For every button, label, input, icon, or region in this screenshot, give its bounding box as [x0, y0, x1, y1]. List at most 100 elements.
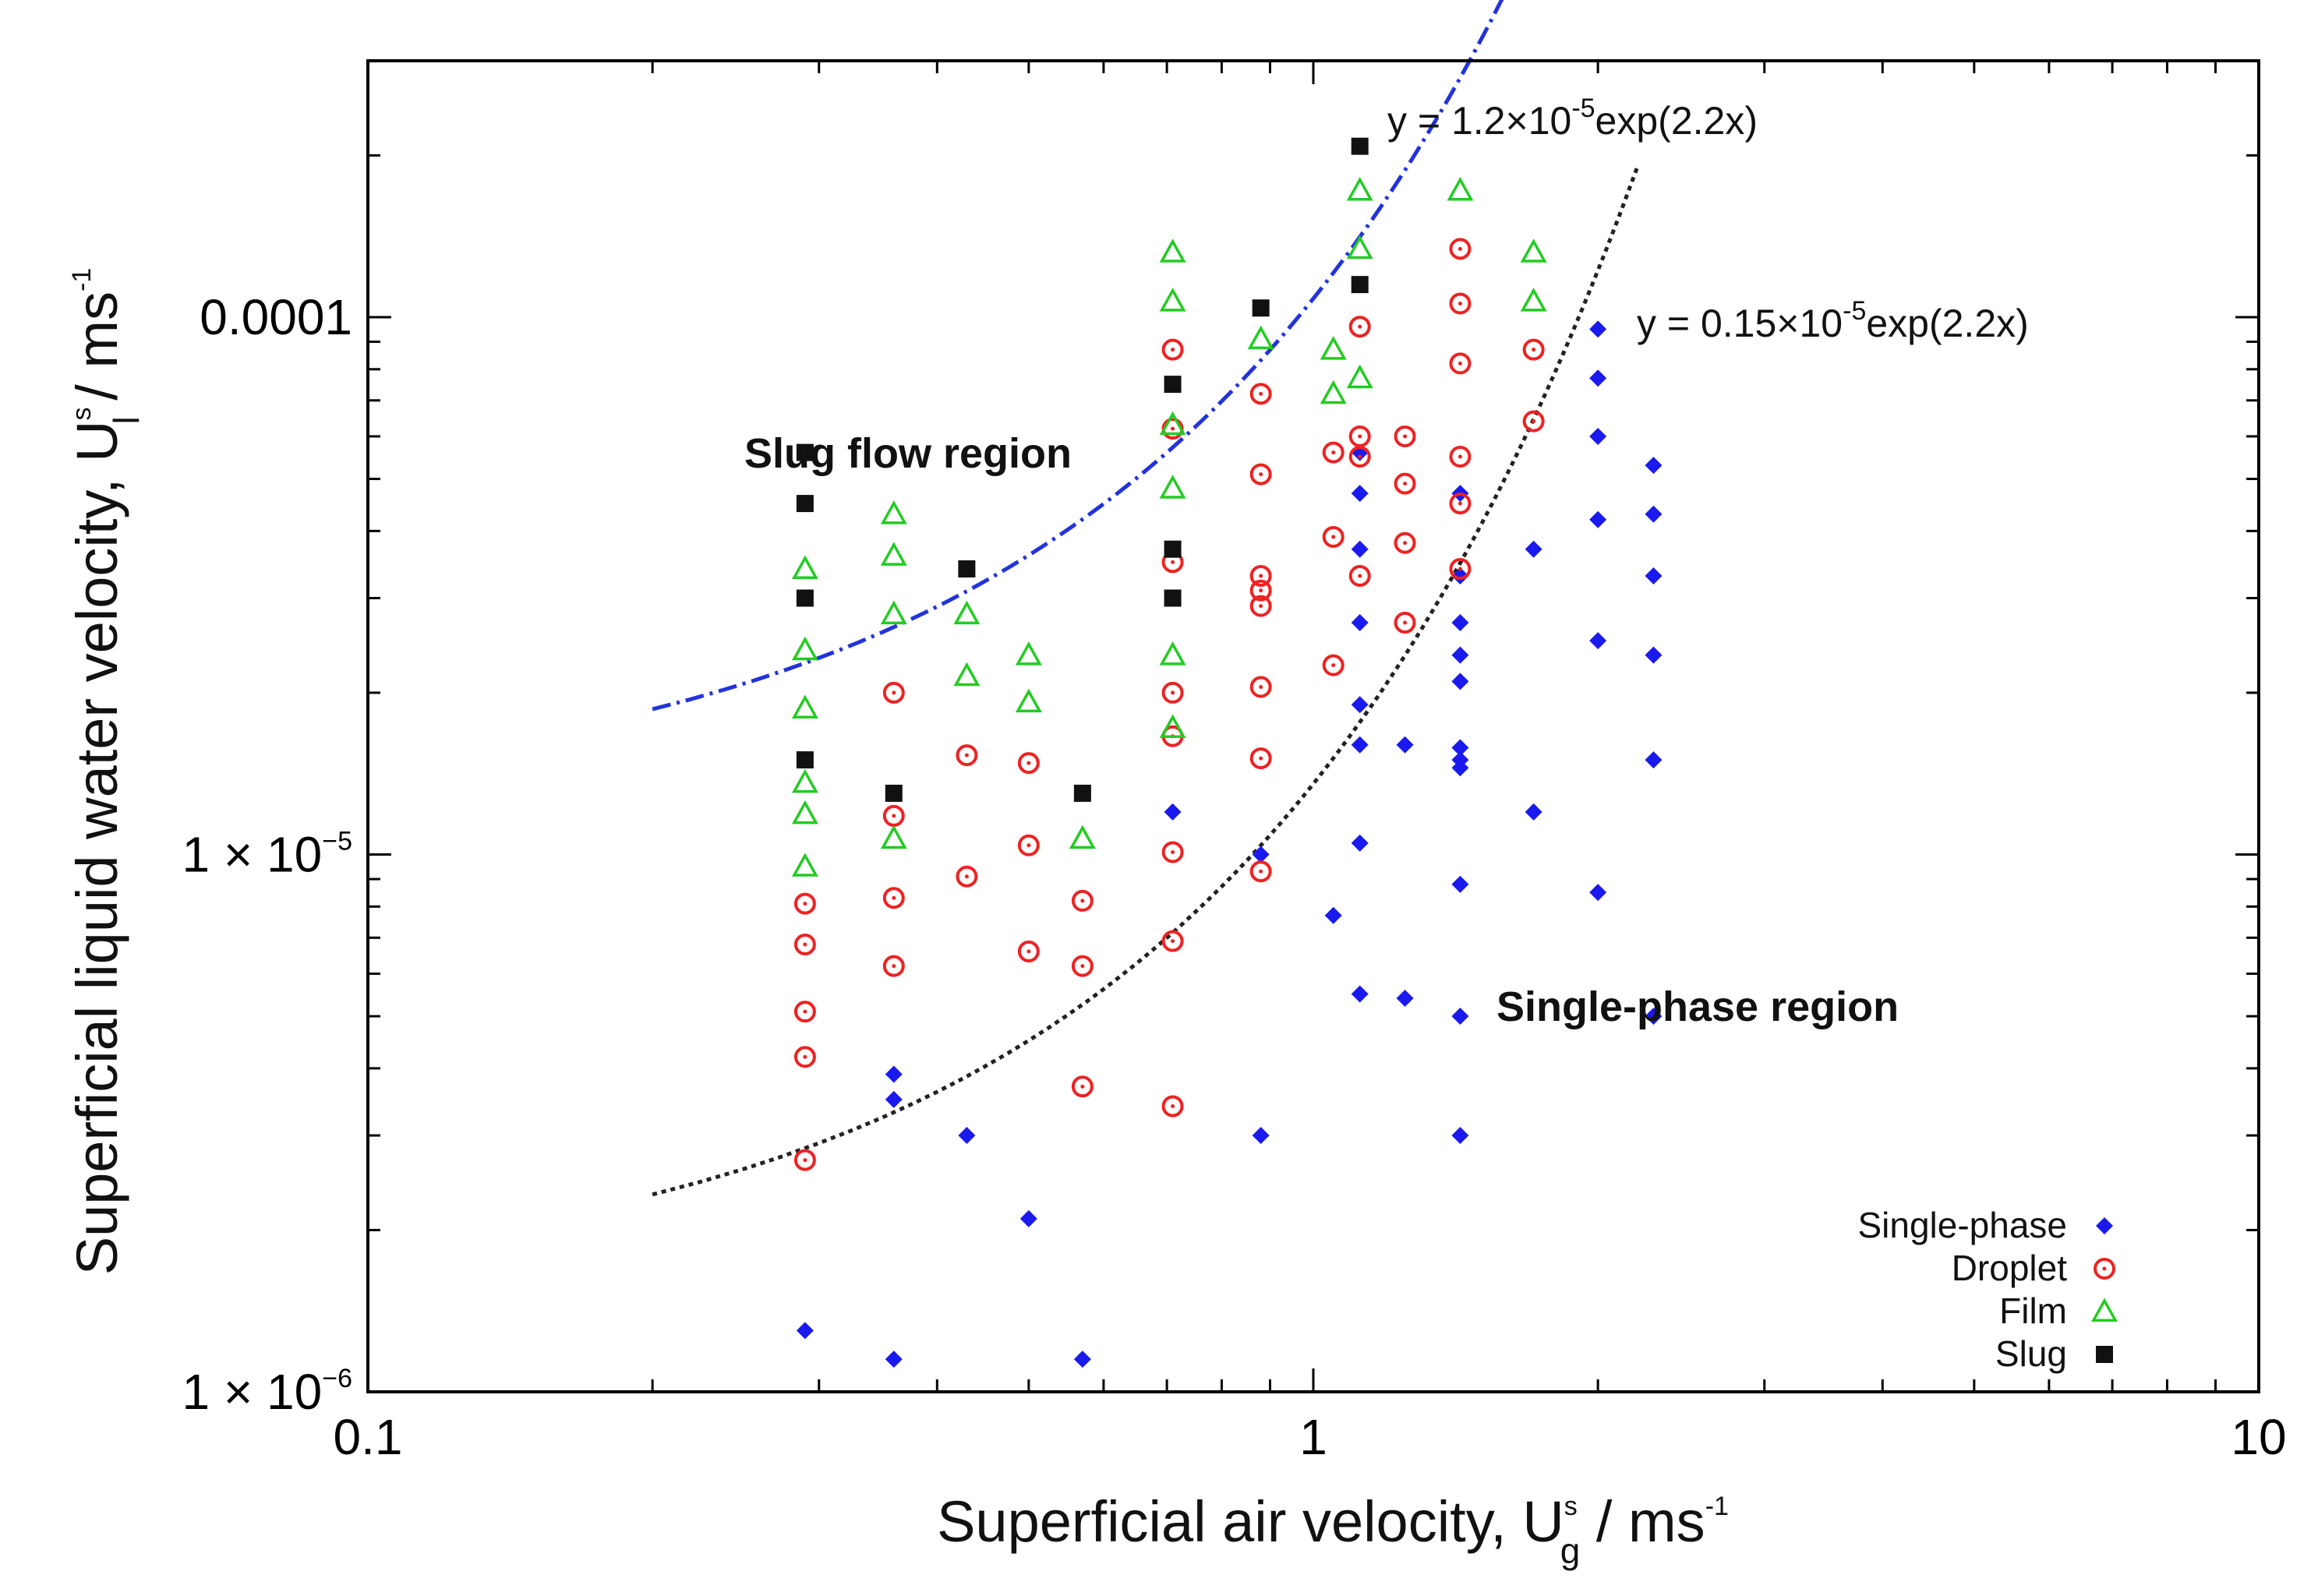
- droplet-point-dot: [1080, 899, 1085, 903]
- droplet-point-dot: [1259, 756, 1263, 761]
- single-phase-point: [1351, 736, 1369, 754]
- droplet-point-dot: [1259, 574, 1263, 578]
- single-phase-point: [885, 1065, 903, 1083]
- single-phase-point: [1351, 834, 1369, 852]
- droplet-point-dot: [892, 690, 896, 695]
- droplet-point-dot: [1358, 434, 1362, 439]
- film-point: [1520, 238, 1547, 263]
- droplet-point-dot: [1458, 302, 1462, 306]
- y-tick-label: 1 × 10−5: [182, 826, 352, 882]
- film-point: [1159, 714, 1186, 739]
- film-point: [791, 853, 818, 877]
- single-phase-point: [1396, 736, 1414, 754]
- droplet-point-dot: [1259, 604, 1263, 609]
- single-phase-point: [1645, 751, 1663, 769]
- film-point: [1346, 364, 1373, 389]
- droplet-point-dot: [1259, 588, 1263, 593]
- single-phase-point: [1019, 1209, 1037, 1227]
- data-points: [791, 137, 1663, 1368]
- y-tick-label: 0.0001: [200, 289, 352, 345]
- single-phase-region-label: Single-phase region: [1496, 983, 1899, 1030]
- film-point: [953, 600, 981, 625]
- droplet-point: [1449, 352, 1472, 375]
- x-tick-label: 1: [1299, 1409, 1327, 1465]
- droplet-point: [1322, 525, 1345, 548]
- droplet-point: [793, 1046, 816, 1068]
- droplet-point: [1071, 1075, 1094, 1098]
- droplet-point: [1449, 446, 1472, 468]
- droplet-point: [1161, 1095, 1184, 1118]
- single-phase-point: [1164, 803, 1182, 821]
- single-phase-point: [1396, 990, 1414, 1008]
- legend-label-single-phase: Single-phase: [1857, 1205, 2067, 1245]
- droplet-point-dot: [1026, 843, 1031, 848]
- single-phase-point: [1451, 1008, 1469, 1026]
- slug-point: [1252, 299, 1270, 317]
- droplet-point-dot: [1259, 685, 1263, 690]
- droplet-point: [956, 744, 978, 767]
- film-point: [1015, 641, 1042, 666]
- droplet-point-dot: [1358, 324, 1362, 329]
- droplet-point-dot: [1358, 454, 1362, 459]
- legend-marker-single-phase: [2096, 1217, 2113, 1234]
- droplet-point: [1161, 681, 1184, 704]
- film-point: [1159, 288, 1186, 312]
- single-phase-point: [1324, 906, 1342, 924]
- slug-point: [1351, 137, 1369, 155]
- single-phase-point: [1525, 540, 1542, 558]
- y-tick-exponent: −6: [322, 1364, 352, 1393]
- droplet-point: [1449, 292, 1472, 315]
- droplet-point-dot: [803, 1054, 807, 1059]
- single-phase-point: [1351, 540, 1369, 558]
- legend-marker-droplet: [2094, 1258, 2115, 1280]
- legend-markers: [2091, 1217, 2118, 1363]
- droplet-point: [1522, 410, 1545, 433]
- droplet-point: [1322, 441, 1345, 464]
- film-point: [1247, 325, 1274, 350]
- single-phase-point: [1451, 614, 1469, 632]
- film-point: [880, 542, 907, 566]
- single-phase-point: [1589, 427, 1607, 445]
- droplet-point: [793, 1149, 816, 1171]
- droplet-point: [1348, 446, 1371, 468]
- slug-point: [796, 443, 814, 461]
- droplet-point-dot: [1171, 939, 1175, 944]
- droplet-point-dot: [1458, 361, 1462, 365]
- droplet-point: [1449, 493, 1472, 515]
- single-phase-point: [1351, 614, 1369, 632]
- single-phase-point: [1589, 510, 1607, 528]
- single-phase-point: [1525, 803, 1542, 821]
- single-phase-point: [1351, 696, 1369, 714]
- droplet-point: [1249, 579, 1272, 602]
- droplet-point: [1394, 612, 1416, 634]
- droplet-point: [1249, 463, 1272, 486]
- single-phase-point: [1645, 1008, 1663, 1026]
- droplet-point: [882, 681, 905, 704]
- droplet-point: [1348, 316, 1371, 338]
- legend-label-slug: Slug: [1995, 1333, 2067, 1374]
- film-point: [880, 500, 907, 524]
- single-phase-point: [885, 1351, 903, 1368]
- film-point: [791, 636, 818, 661]
- droplet-point-dot: [1403, 434, 1408, 439]
- droplet-point: [1249, 860, 1272, 883]
- droplet-point-dot: [803, 1009, 807, 1014]
- droplet-point-dot: [1331, 535, 1336, 539]
- y-tick-label: 1 × 10−6: [182, 1364, 352, 1420]
- droplet-point-dot: [964, 874, 969, 879]
- droplet-point-dot: [1458, 454, 1462, 459]
- slug-point: [796, 589, 814, 607]
- single-phase-point: [885, 1090, 903, 1108]
- droplet-point-dot: [1080, 964, 1085, 969]
- droplet-point-dot: [803, 902, 807, 906]
- droplet-point: [882, 955, 905, 977]
- legend-label-droplet: Droplet: [1952, 1248, 2068, 1288]
- droplet-point-dot: [892, 814, 896, 818]
- droplet-point: [1161, 930, 1184, 952]
- film-point: [1159, 475, 1186, 499]
- droplet-point: [1249, 564, 1272, 587]
- droplet-point: [1394, 425, 1416, 447]
- droplet-point: [1322, 654, 1345, 676]
- x-axis-label: Superficial air velocity, Us g / ms-1: [937, 1489, 1729, 1571]
